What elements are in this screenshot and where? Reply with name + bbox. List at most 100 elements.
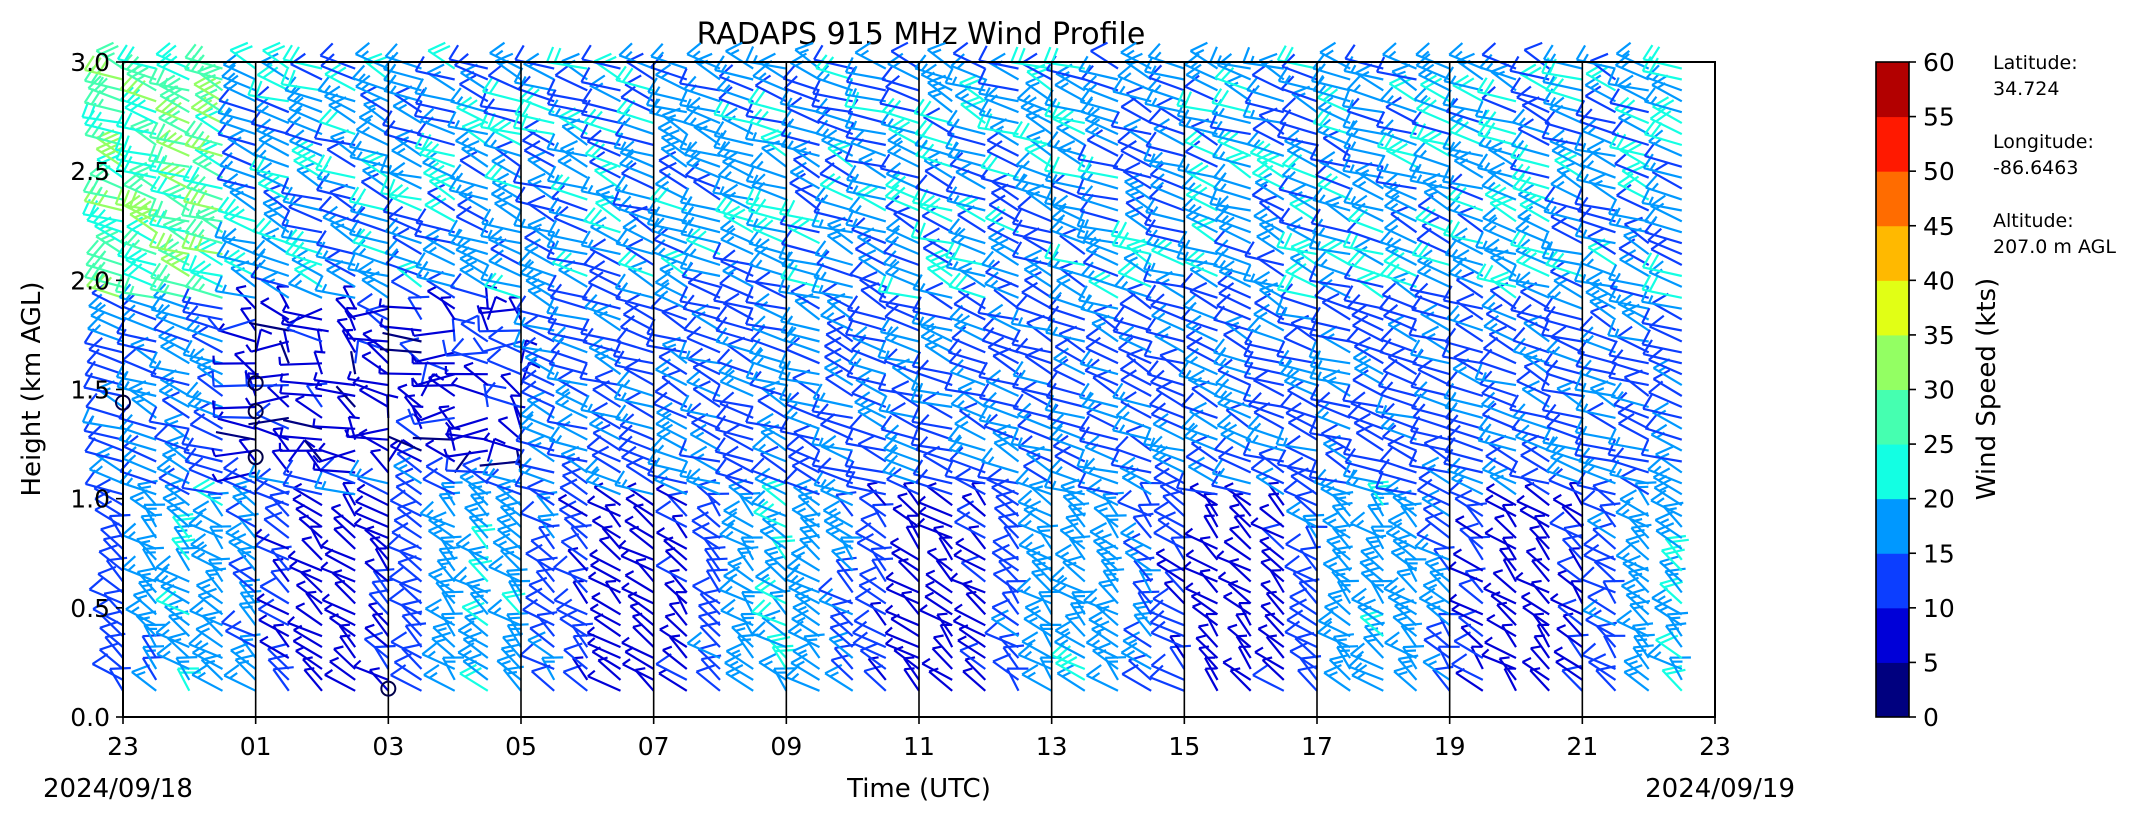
wind-barb xyxy=(815,110,854,125)
barb-half-flag xyxy=(258,248,266,256)
barb-half-flag xyxy=(444,421,452,430)
wind-barb xyxy=(352,240,389,256)
wind-barb xyxy=(151,308,190,321)
wind-barb xyxy=(1195,637,1219,659)
wind-barb xyxy=(950,371,986,387)
wind-barb xyxy=(300,571,323,594)
barb-flag xyxy=(885,162,902,175)
wind-barb xyxy=(120,88,157,103)
barb-half-flag xyxy=(721,336,729,345)
barb-flag xyxy=(545,46,555,63)
barb-flag xyxy=(114,134,123,151)
barb-half-flag xyxy=(627,224,637,232)
barb-flag xyxy=(162,183,181,194)
wind-barb xyxy=(761,147,787,168)
barb-flag xyxy=(1150,293,1165,307)
barb-half-flag xyxy=(919,604,928,612)
barb-flag xyxy=(691,230,707,244)
wind-barb xyxy=(752,446,787,463)
barb-flag xyxy=(820,434,837,448)
wind-barb xyxy=(422,248,456,266)
wind-barb xyxy=(95,235,124,256)
wind-barb xyxy=(93,487,124,507)
wind-barb xyxy=(218,329,257,343)
wind-barb xyxy=(625,246,655,266)
wind-barb xyxy=(588,576,621,594)
barb-half-flag xyxy=(554,107,562,117)
wind-barb xyxy=(622,226,655,245)
wind-barb xyxy=(101,615,124,637)
wind-barb xyxy=(390,445,422,463)
barb-flag xyxy=(546,89,557,105)
wind-barb xyxy=(581,190,621,201)
wind-barb xyxy=(992,431,1020,452)
barb-half-flag xyxy=(321,283,328,293)
barb-flag xyxy=(819,173,836,186)
wind-barb xyxy=(364,627,390,648)
barb-flag xyxy=(851,91,860,108)
barb-half-flag xyxy=(763,660,773,667)
barb-flag xyxy=(720,227,736,241)
wind-barb xyxy=(886,227,920,245)
wind-barb xyxy=(360,93,389,114)
barb-flag xyxy=(718,64,734,78)
wind-barb xyxy=(374,548,390,572)
wind-barb xyxy=(824,356,854,376)
barb-half-flag xyxy=(825,312,835,320)
barb-flag xyxy=(156,264,168,280)
wind-barb xyxy=(1017,522,1053,540)
wind-barb xyxy=(547,453,588,463)
wind-barb xyxy=(1050,184,1086,201)
wind-barb xyxy=(227,137,257,157)
wind-barb xyxy=(1133,559,1153,583)
wind-barb xyxy=(720,238,754,256)
wind-barb xyxy=(1086,674,1119,692)
barb-flag xyxy=(1050,47,1059,64)
wind-barb xyxy=(86,284,124,299)
barb-flag xyxy=(483,130,496,146)
barb-flag xyxy=(1150,620,1166,634)
wind-barb xyxy=(142,548,158,572)
wind-barb xyxy=(1181,404,1218,419)
wind-barb xyxy=(1015,186,1053,201)
wind-barb xyxy=(254,534,290,550)
wind-barb xyxy=(1123,628,1152,649)
wind-barb xyxy=(449,58,489,70)
wind-barb xyxy=(490,193,522,212)
wind-barb xyxy=(234,658,257,681)
wind-barb xyxy=(464,506,489,528)
barb-half-flag xyxy=(797,605,807,612)
wind-barb xyxy=(752,227,787,245)
wind-barb xyxy=(748,101,787,114)
wind-barb xyxy=(425,443,456,463)
wind-barb xyxy=(415,351,455,363)
wind-barb xyxy=(570,526,589,550)
barb-flag xyxy=(715,327,728,343)
wind-barb xyxy=(713,256,754,267)
barb-half-flag xyxy=(966,590,977,595)
wind-barb xyxy=(552,261,588,278)
barb-flag xyxy=(617,108,631,123)
wind-barb xyxy=(992,540,1020,561)
wind-barb xyxy=(845,105,886,114)
wind-barb xyxy=(984,97,1019,114)
barb-flag xyxy=(481,208,492,225)
barb-flag xyxy=(1011,241,1023,257)
barb-half-flag xyxy=(455,184,462,193)
barb-flag xyxy=(1085,336,1101,350)
barb-half-flag xyxy=(355,495,364,503)
wind-barb xyxy=(281,322,323,332)
wind-barb xyxy=(1056,672,1086,692)
wind-barb xyxy=(691,519,721,539)
wind-barb xyxy=(762,518,787,539)
barb-half-flag xyxy=(287,229,294,239)
wind-barb xyxy=(1055,662,1086,681)
barb-flag xyxy=(1025,74,1044,85)
wind-barb xyxy=(293,629,323,649)
wind-barb xyxy=(155,599,190,616)
barb-half-flag xyxy=(525,421,534,430)
barb-half-flag xyxy=(621,183,628,193)
wind-barb xyxy=(489,52,522,70)
barb-flag xyxy=(752,189,762,205)
wind-barb xyxy=(825,530,854,550)
